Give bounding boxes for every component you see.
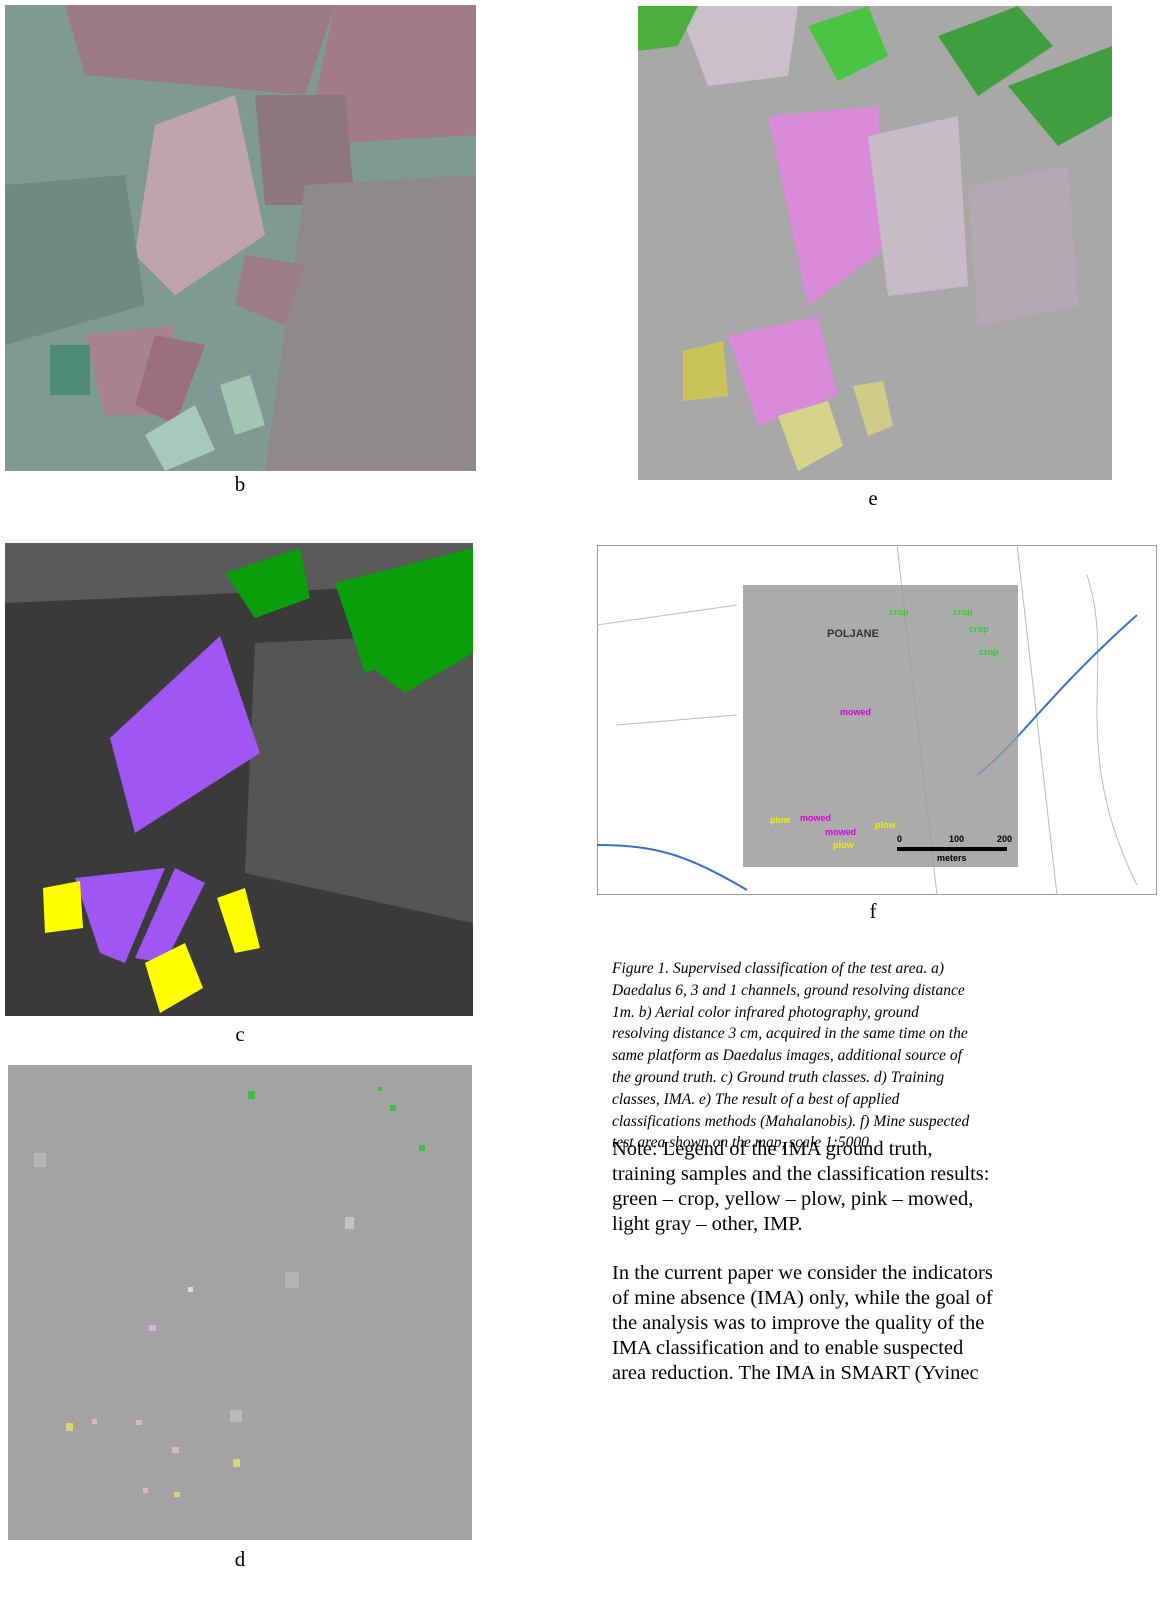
map-label: plow	[770, 815, 791, 825]
ground-truth-c	[5, 543, 473, 1016]
page: {"panels": {"b": "b", "e": "e", "c": "c"…	[0, 0, 1167, 1611]
map-f: POLJANE crop crop crop crop mowed mowed …	[597, 545, 1157, 895]
map-label: crop	[979, 647, 999, 657]
map-label: crop	[953, 607, 973, 617]
map-label: 200	[997, 834, 1012, 844]
panel-label: d	[220, 1547, 260, 1572]
map-label: plow	[875, 820, 896, 830]
map-label: crop	[969, 624, 989, 634]
text-line: resolving distance 3 cm, acquired in the…	[612, 1023, 1167, 1045]
map-label: mowed	[825, 827, 856, 837]
map-label: POLJANE	[827, 628, 879, 640]
text-line: classifications methods (Mahalanobis). f…	[612, 1111, 1167, 1133]
text-line: IMA classification and to enable suspect…	[612, 1336, 1167, 1361]
map-label: meters	[937, 853, 967, 863]
figure-caption: Figure 1. Supervised classification of t…	[612, 958, 1167, 1154]
text-line: the ground truth. c) Ground truth classe…	[612, 1067, 1167, 1089]
text-line: of mine absence (IMA) only, while the go…	[612, 1286, 1167, 1311]
map-label: mowed	[840, 707, 871, 717]
panel-label: b	[220, 472, 260, 497]
panel-label: c	[220, 1022, 260, 1047]
panel-label: f	[853, 899, 893, 924]
text-line: classes, IMA. e) The result of a best of…	[612, 1089, 1167, 1111]
text-line: training samples and the classification …	[612, 1162, 1167, 1187]
training-d	[8, 1065, 472, 1540]
map-label: crop	[889, 607, 909, 617]
text-line: area reduction. The IMA in SMART (Yvinec	[612, 1361, 1167, 1386]
text-line: Note: Legend of the IMA ground truth,	[612, 1137, 1167, 1162]
text-line: Daedalus 6, 3 and 1 channels, ground res…	[612, 980, 1167, 1002]
text-line: same platform as Daedalus images, additi…	[612, 1045, 1167, 1067]
map-label: plow	[833, 840, 854, 850]
text-line: the analysis was to improve the quality …	[612, 1311, 1167, 1336]
map-label: 100	[949, 834, 964, 844]
text-line: green – crop, yellow – plow, pink – mowe…	[612, 1187, 1167, 1212]
text-line: In the current paper we consider the ind…	[612, 1261, 1167, 1286]
text-line: Figure 1. Supervised classification of t…	[612, 958, 1167, 980]
classification-e	[638, 6, 1112, 480]
note: Note: Legend of the IMA ground truth,tra…	[612, 1137, 1167, 1237]
text-line: light gray – other, IMP.	[612, 1212, 1167, 1237]
text-line: 1m. b) Aerial color infrared photography…	[612, 1002, 1167, 1024]
photo-b	[5, 5, 476, 471]
map-label: mowed	[800, 813, 831, 823]
paragraph: In the current paper we consider the ind…	[612, 1261, 1167, 1386]
map-label: 0	[897, 834, 902, 844]
panel-label: e	[853, 486, 893, 511]
